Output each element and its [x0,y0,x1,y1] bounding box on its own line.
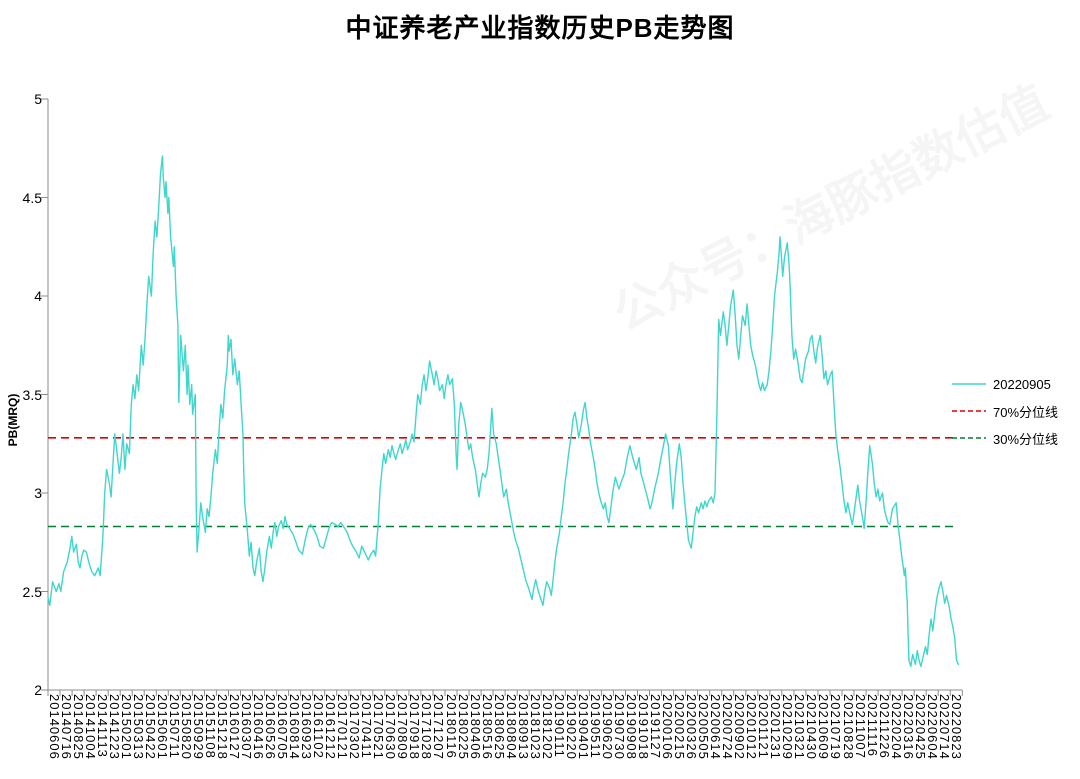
legend-label-70pct: 70%分位线 [993,404,1059,420]
legend-label-30pct: 30%分位线 [993,431,1059,447]
legend-item-series: 20220905 [951,373,1058,395]
y-tick-label: 2 [34,682,42,698]
dashed-line-30-icon [952,437,986,439]
y-tick-label: 5 [34,91,42,107]
series-line-icon [952,383,986,385]
y-tick-label: 4.5 [22,189,42,206]
y-tick-label: 2.5 [22,583,42,600]
dashed-line-70-icon [952,410,986,412]
chart-title: 中证养老产业指数历史PB走势图 [345,13,735,43]
legend-label-series: 20220905 [993,376,1051,392]
legend-item-70pct: 70%分位线 [951,400,1058,422]
y-tick-label: 3 [34,485,42,501]
legend: 20220905 70%分位线 30%分位线 [951,373,1058,454]
y-tick-label: 3.5 [22,386,42,403]
legend-item-30pct: 30%分位线 [951,427,1058,449]
y-tick-label: 4 [34,288,42,304]
x-tick-label: 20220823 [948,694,964,760]
